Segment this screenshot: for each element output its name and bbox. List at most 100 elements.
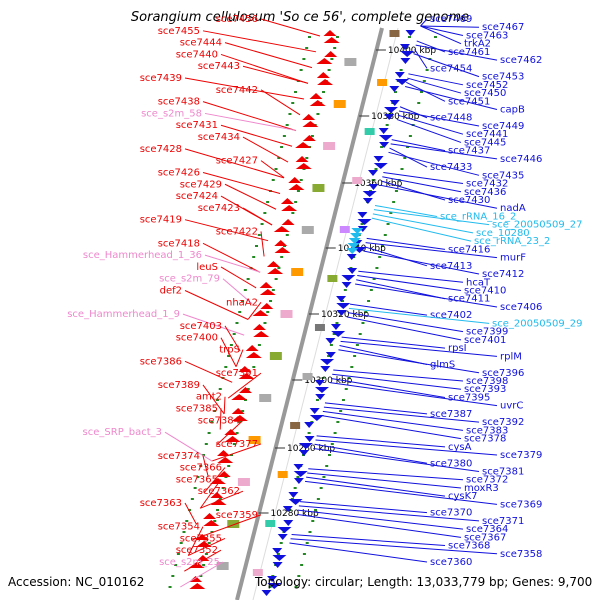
forward-gene-arrow[interactable] bbox=[288, 177, 302, 183]
gene-label[interactable]: sce7377 bbox=[216, 439, 258, 450]
gene-label[interactable]: sce7366 bbox=[180, 463, 222, 474]
gene-label[interactable]: sce7432 bbox=[466, 179, 508, 190]
gene-label[interactable]: sce7453 bbox=[482, 72, 524, 83]
gene-label[interactable]: sce7384 bbox=[198, 415, 240, 426]
gene-label[interactable]: sce7359 bbox=[216, 510, 258, 521]
gene-label[interactable]: rpsI bbox=[448, 343, 467, 354]
reverse-gene-arrow[interactable] bbox=[368, 184, 379, 190]
reverse-gene-arrow[interactable] bbox=[346, 254, 357, 260]
feature-box[interactable] bbox=[265, 520, 276, 527]
gene-label[interactable]: sce7370 bbox=[430, 508, 472, 519]
feature-box[interactable] bbox=[290, 422, 301, 429]
gene-label[interactable]: sce7352 bbox=[176, 545, 218, 556]
gene-label[interactable]: sce7363 bbox=[140, 498, 182, 509]
forward-gene-arrow[interactable] bbox=[281, 219, 295, 225]
gene-label[interactable]: sce7369 bbox=[500, 499, 542, 510]
forward-gene-arrow[interactable] bbox=[245, 352, 262, 358]
reverse-gene-arrow[interactable] bbox=[341, 282, 352, 288]
rna-label[interactable]: sce_rRNA_16_2 bbox=[440, 211, 516, 222]
forward-gene-arrow[interactable] bbox=[238, 387, 252, 393]
reverse-gene-arrow[interactable] bbox=[277, 534, 288, 540]
gene-label[interactable]: trpS bbox=[219, 345, 240, 356]
gene-label[interactable]: trkA2 bbox=[464, 39, 491, 50]
forward-gene-arrow[interactable] bbox=[209, 478, 226, 484]
gene-label[interactable]: sce7381 bbox=[482, 467, 524, 478]
gene-label[interactable]: sce7434 bbox=[198, 132, 240, 143]
gene-label[interactable]: sce7410 bbox=[464, 286, 506, 297]
gene-label[interactable]: sce7380 bbox=[430, 458, 472, 469]
forward-gene-arrow[interactable] bbox=[324, 51, 338, 57]
forward-gene-arrow[interactable] bbox=[260, 303, 274, 309]
reverse-gene-arrow[interactable] bbox=[293, 478, 304, 484]
gene-label[interactable]: sce7396 bbox=[482, 368, 524, 379]
feature-box[interactable] bbox=[323, 142, 336, 150]
reverse-gene-arrow[interactable] bbox=[267, 583, 282, 589]
gene-label[interactable]: sce7436 bbox=[464, 187, 506, 198]
gene-label[interactable]: sce7423 bbox=[198, 203, 240, 214]
gene-label[interactable]: sce7444 bbox=[180, 38, 222, 49]
feature-box[interactable] bbox=[312, 184, 325, 192]
gene-label[interactable]: sce7386 bbox=[140, 356, 182, 367]
rna-label[interactable]: sce_s2m_79 bbox=[159, 274, 220, 285]
forward-gene-arrow[interactable] bbox=[295, 156, 309, 162]
gene-label[interactable]: sce7462 bbox=[500, 55, 542, 66]
gene-label[interactable]: sce7354 bbox=[158, 522, 200, 533]
gene-label[interactable]: sce7411 bbox=[448, 294, 490, 305]
forward-gene-arrow[interactable] bbox=[238, 366, 252, 372]
reverse-gene-arrow[interactable] bbox=[298, 443, 313, 449]
reverse-gene-arrow[interactable] bbox=[261, 590, 272, 596]
gene-label[interactable]: leuS bbox=[196, 262, 218, 273]
reverse-gene-arrow[interactable] bbox=[282, 506, 293, 512]
reverse-gene-arrow[interactable] bbox=[320, 366, 331, 372]
reverse-gene-arrow[interactable] bbox=[325, 352, 336, 358]
feature-box[interactable] bbox=[352, 177, 363, 184]
forward-gene-arrow[interactable] bbox=[302, 114, 316, 120]
gene-label[interactable]: sce7443 bbox=[198, 61, 240, 72]
gene-label[interactable]: sce7433 bbox=[430, 162, 472, 173]
feature-box[interactable] bbox=[364, 128, 375, 135]
reverse-gene-arrow[interactable] bbox=[384, 114, 395, 120]
gene-label[interactable]: sce7371 bbox=[482, 516, 524, 527]
gene-label[interactable]: sce7378 bbox=[464, 434, 506, 445]
rna-label[interactable]: sce_20050509_29 bbox=[492, 318, 582, 329]
forward-gene-arrow[interactable] bbox=[288, 184, 305, 190]
rrna-arrow[interactable] bbox=[346, 248, 359, 254]
forward-gene-arrow[interactable] bbox=[295, 163, 312, 169]
forward-gene-arrow[interactable] bbox=[302, 121, 319, 127]
rrna-arrow[interactable] bbox=[351, 228, 364, 234]
gene-label[interactable]: capB bbox=[500, 105, 525, 116]
forward-gene-arrow[interactable] bbox=[245, 345, 259, 351]
feature-box[interactable] bbox=[280, 310, 293, 318]
reverse-gene-arrow[interactable] bbox=[315, 394, 326, 400]
feature-box[interactable] bbox=[248, 436, 261, 444]
gene-label[interactable]: sce7416 bbox=[448, 244, 490, 255]
gene-label[interactable]: sce7395 bbox=[448, 392, 490, 403]
rna-label[interactable]: sce_SRP_bact_3 bbox=[83, 427, 162, 438]
forward-gene-arrow[interactable] bbox=[323, 37, 340, 43]
reverse-gene-arrow[interactable] bbox=[341, 275, 356, 281]
rna-label[interactable]: sce_10280 bbox=[476, 228, 530, 239]
forward-gene-arrow[interactable] bbox=[252, 310, 269, 316]
forward-gene-arrow[interactable] bbox=[195, 534, 209, 540]
gene-label[interactable]: sce7431 bbox=[176, 120, 218, 131]
reverse-gene-arrow[interactable] bbox=[272, 548, 283, 554]
feature-box[interactable] bbox=[291, 268, 304, 276]
gene-label[interactable]: rplM bbox=[500, 351, 522, 362]
gene-label[interactable]: sce7427 bbox=[216, 156, 258, 167]
reverse-gene-arrow[interactable] bbox=[293, 471, 308, 477]
forward-gene-arrow[interactable] bbox=[231, 408, 245, 414]
gene-label[interactable]: sce7401 bbox=[464, 335, 506, 346]
gene-label[interactable]: uvrC bbox=[500, 401, 523, 412]
gene-label[interactable]: sce7445 bbox=[464, 137, 506, 148]
gene-label[interactable]: sce7365 bbox=[176, 474, 218, 485]
gene-label[interactable]: nhaA2 bbox=[226, 297, 258, 308]
rna-label[interactable]: sce_rRNA_23_2 bbox=[474, 236, 550, 247]
forward-gene-arrow[interactable] bbox=[273, 226, 290, 232]
forward-gene-arrow[interactable] bbox=[302, 135, 316, 141]
reverse-gene-arrow[interactable] bbox=[336, 296, 347, 302]
gene-label[interactable]: sce7440 bbox=[176, 49, 218, 60]
gene-label[interactable]: sce7456 bbox=[216, 14, 258, 25]
reverse-gene-arrow[interactable] bbox=[293, 464, 304, 470]
forward-gene-arrow[interactable] bbox=[259, 289, 276, 295]
gene-label[interactable]: sce7403 bbox=[180, 321, 222, 332]
